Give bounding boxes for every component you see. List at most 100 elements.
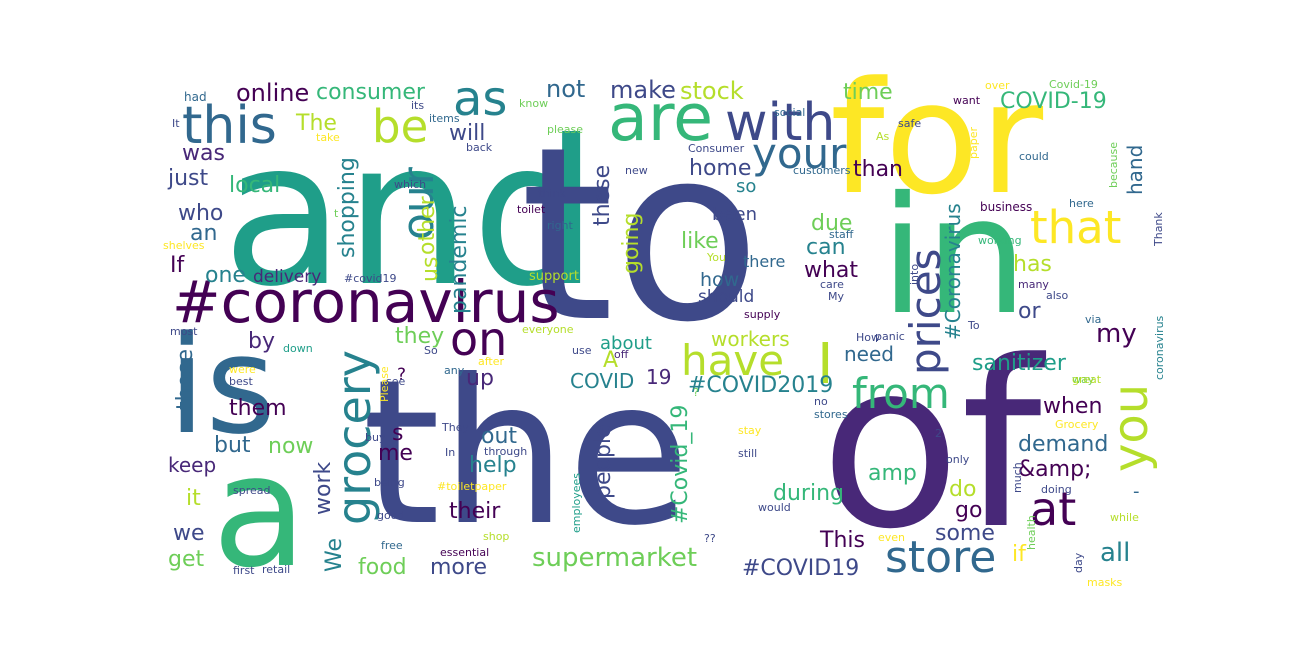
cloud-word: with [725,93,835,153]
cloud-word: should [698,287,754,307]
cloud-word: day [1072,552,1085,573]
cloud-word: items [429,112,460,125]
cloud-word: a [212,421,307,602]
cloud-word: your [752,129,847,178]
cloud-word: shop [483,530,509,543]
cloud-word: us [418,257,443,282]
cloud-word: down [283,342,313,355]
cloud-word: safe [898,117,921,130]
cloud-word: and [222,98,598,331]
cloud-word: off [614,348,629,361]
cloud-word: many [1018,278,1049,291]
cloud-word: in [880,163,1028,351]
cloud-word: first [233,564,255,577]
cloud-word: by [248,329,275,354]
cloud-word: staff [829,228,854,241]
cloud-word: take [316,131,340,144]
cloud-word: are [608,81,713,156]
cloud-word: which [394,178,426,191]
cloud-word: online [236,79,309,107]
cloud-word: when [1043,394,1102,419]
cloud-word: even [878,531,905,544]
cloud-word: use [572,344,592,357]
cloud-word: way [1072,373,1095,386]
cloud-word: spread [233,484,271,497]
cloud-word: s [392,421,403,446]
cloud-word: Thank [1152,212,1165,247]
cloud-word: panic [875,330,905,343]
cloud-word: #COVID2019 [688,373,833,398]
cloud-word: care [820,278,844,291]
cloud-word: support [529,269,579,284]
cloud-word: You [706,251,726,264]
cloud-word: t [334,207,339,220]
cloud-word: me [378,441,413,466]
cloud-word: pandemic [447,205,472,314]
cloud-word: for [830,48,1043,229]
cloud-word: going [619,213,644,274]
cloud-word: sanitizer [972,351,1067,376]
cloud-word: ?? [704,532,716,545]
cloud-word: need [844,342,894,366]
cloud-word: there [743,252,785,271]
cloud-word: more [430,555,487,580]
cloud-word: hand [1123,145,1147,195]
cloud-word: As [876,130,890,143]
cloud-word: much [1011,462,1024,493]
cloud-word: their [449,499,501,524]
cloud-word: #Coronavirus [941,203,965,340]
cloud-word: How [856,331,880,344]
cloud-word: to [520,95,761,375]
cloud-word: not [546,75,585,103]
cloud-word: If [170,253,185,278]
cloud-word: who [178,201,223,226]
cloud-word: A [603,348,618,373]
cloud-word: were [229,363,256,376]
cloud-word: what [804,258,858,283]
cloud-word: no [814,395,828,408]
cloud-word: We [322,538,347,572]
cloud-word: best [229,375,253,388]
cloud-word: only [946,453,970,466]
cloud-word: delivery [253,267,321,287]
cloud-word: paper [967,127,980,159]
cloud-word: new [625,164,648,177]
cloud-word: &amp; [1018,457,1091,482]
cloud-word: business [980,200,1032,214]
cloud-word: everyone [522,323,574,336]
cloud-word: at [1030,482,1076,536]
cloud-word: They [441,421,469,434]
cloud-word: through [484,445,527,458]
cloud-word: here [1069,197,1094,210]
cloud-word: free [381,539,403,552]
cloud-word: #covid19 [344,272,397,285]
cloud-word: ? [693,386,699,399]
cloud-word: ? [397,365,406,385]
cloud-word: health [1025,515,1038,550]
cloud-word: you [1103,384,1159,472]
cloud-word: COVID-19 [1000,89,1107,114]
cloud-word: had [184,90,207,104]
cloud-word: our [393,166,444,240]
cloud-word: #Covid_19 [668,405,693,524]
cloud-word: get [168,547,205,572]
cloud-word: It [172,117,180,130]
cloud-word: time [843,80,893,105]
cloud-word: shopping [335,157,360,258]
cloud-word: how [700,269,739,291]
cloud-word: This [819,528,865,553]
cloud-word: this [182,96,277,156]
cloud-word: see [386,375,405,388]
cloud-word: #COVID19 [742,556,859,581]
cloud-word: an [190,221,217,246]
cloud-word: as [453,71,507,127]
cloud-word: from [852,369,950,418]
cloud-word: doing [1041,483,1072,496]
cloud-word: retail [262,563,290,576]
cloud-word: just [167,166,209,191]
cloud-word: also [1046,289,1069,302]
cloud-word: Consumer [688,142,745,155]
cloud-word: coronavirus [1153,315,1166,380]
cloud-word: go [955,498,982,523]
cloud-word: due [811,211,852,236]
